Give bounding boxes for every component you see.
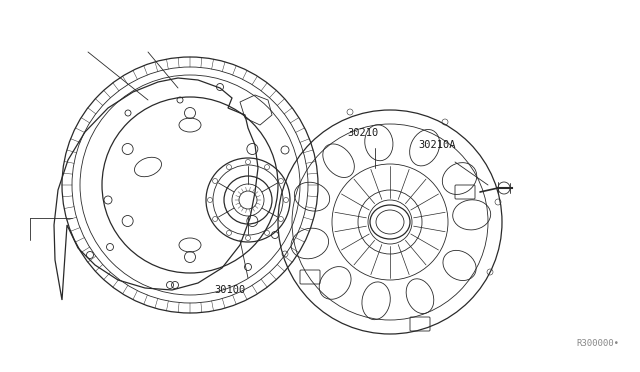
Text: 30210A: 30210A — [418, 140, 456, 150]
Text: 30100: 30100 — [214, 285, 246, 295]
Text: 30210: 30210 — [348, 128, 379, 138]
Text: R300000•: R300000• — [576, 339, 619, 348]
